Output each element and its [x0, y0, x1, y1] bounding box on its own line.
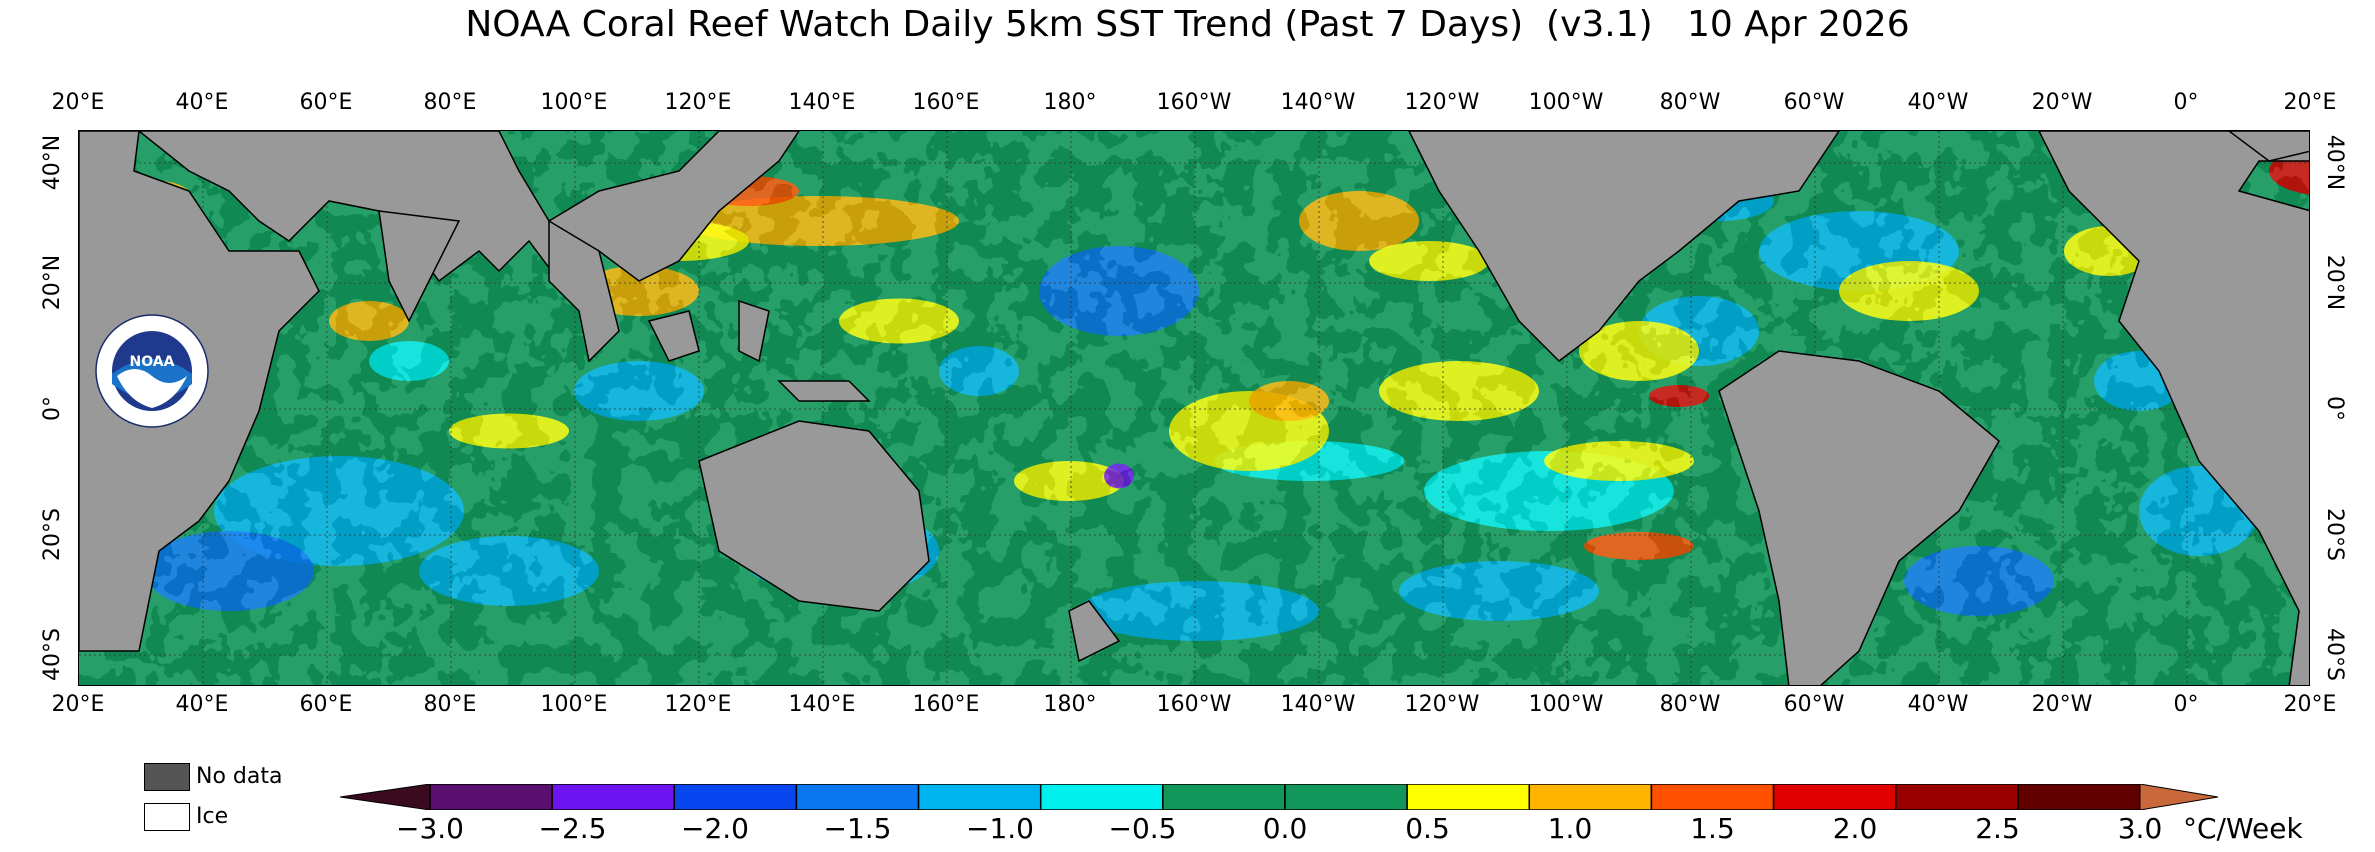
lat-tick-label: 40°S — [2321, 627, 2347, 681]
colorbar-tick-label: 0.5 — [1405, 812, 1450, 845]
colorbar-tick-label: −1.5 — [823, 812, 892, 845]
colorbar-tick-label: −0.5 — [1108, 812, 1177, 845]
colorbar-segment — [551, 784, 676, 810]
colorbar-over-arrow — [2139, 784, 2219, 810]
colorbar-segment — [1039, 784, 1164, 810]
lon-tick-label: 0° — [2173, 90, 2199, 115]
lon-tick-label: 20°E — [2283, 692, 2337, 717]
lon-tick-label: 60°E — [299, 692, 353, 717]
lon-tick-label: 80°W — [1659, 692, 1721, 717]
lat-tick-label: 0° — [39, 395, 65, 421]
lon-tick-label: 120°E — [664, 90, 732, 115]
land-mass — [378, 210, 461, 323]
lon-tick-label: 120°E — [664, 692, 732, 717]
lon-tick-label: 20°E — [51, 90, 105, 115]
lon-tick-label: 80°E — [423, 90, 477, 115]
lon-tick-label: 100°E — [540, 90, 608, 115]
sst-trend-map — [78, 130, 2310, 686]
lon-tick-label: 160°E — [912, 692, 980, 717]
land-mass — [698, 420, 930, 612]
lon-tick-label: 80°W — [1659, 90, 1721, 115]
colorbar-segment — [673, 784, 798, 810]
lon-tick-label: 100°W — [1528, 90, 1604, 115]
lon-tick-label: 180° — [1043, 692, 1097, 717]
lon-tick-label: 100°E — [540, 692, 608, 717]
lon-tick-label: 0° — [2173, 692, 2199, 717]
page-title: NOAA Coral Reef Watch Daily 5km SST Tren… — [465, 4, 1910, 45]
colorbar-segment — [1162, 784, 1286, 810]
lon-tick-label: 140°W — [1280, 90, 1356, 115]
colorbar-segment — [429, 784, 553, 810]
lon-tick-label: 40°W — [1907, 90, 1969, 115]
colorbar-tick-label: 3.0 — [2117, 812, 2163, 845]
colorbar-segment — [1284, 784, 1408, 810]
colorbar-segment — [2017, 784, 2141, 810]
land-mass — [1718, 350, 2000, 685]
lon-tick-label: 180° — [1043, 90, 1097, 115]
colorbar-segment — [795, 784, 920, 810]
land-mass — [647, 310, 700, 362]
land-mass — [777, 380, 871, 402]
lon-tick-label: 60°W — [1783, 692, 1845, 717]
lon-tick-label: 160°W — [1156, 692, 1232, 717]
colorbar-tick-label: 0.0 — [1262, 812, 1308, 845]
colorbar-tick-label: −1.0 — [966, 812, 1034, 845]
colorbar-tick-label: −2.5 — [538, 812, 607, 845]
land-mass — [2038, 131, 2309, 685]
lat-tick-label: 20°S — [2321, 507, 2347, 561]
colorbar-tick-label: 2.5 — [1975, 812, 2020, 845]
lat-tick-label: 40°N — [2321, 134, 2347, 190]
lon-tick-label: 100°W — [1528, 692, 1604, 717]
colorbar-tick-label: 2.0 — [1832, 812, 1878, 845]
land-mass — [1068, 600, 1121, 663]
lon-tick-label: 120°W — [1404, 90, 1480, 115]
lon-tick-label: 120°W — [1404, 692, 1480, 717]
lon-tick-label: 140°W — [1280, 692, 1356, 717]
land-mass — [2227, 131, 2309, 162]
lat-tick-label: 20°N — [39, 254, 65, 310]
colorbar-segment — [917, 784, 1042, 810]
land-mass — [548, 219, 620, 363]
lon-tick-label: 20°W — [2031, 90, 2093, 115]
land-mass — [1408, 131, 1840, 362]
colorbar-segment — [1650, 784, 1775, 810]
no-data-label: No data — [196, 764, 283, 789]
lon-tick-label: 40°W — [1907, 692, 1969, 717]
colorbar-tick-label: 1.5 — [1690, 812, 1735, 845]
lon-tick-label: 40°E — [175, 90, 229, 115]
colorbar-tick-label: −2.0 — [681, 812, 749, 845]
lat-tick-label: 20°S — [39, 507, 65, 561]
lat-tick-label: 0° — [2321, 395, 2347, 421]
lon-tick-label: 160°E — [912, 90, 980, 115]
svg-text:NOAA: NOAA — [130, 354, 175, 370]
no-data-swatch — [144, 763, 190, 791]
noaa-logo: NOAA — [95, 314, 209, 428]
lon-tick-label: 140°E — [788, 692, 856, 717]
land-masses — [79, 131, 2309, 685]
ice-swatch — [144, 803, 190, 831]
colorbar-under-arrow — [340, 784, 431, 810]
colorbar-segment — [1406, 784, 1531, 810]
ice-label: Ice — [196, 804, 229, 829]
colorbar-units: °C/Week — [2183, 812, 2303, 845]
lon-tick-label: 40°E — [175, 692, 229, 717]
lon-tick-label: 140°E — [788, 90, 856, 115]
lat-tick-label: 40°N — [39, 134, 65, 190]
lon-tick-label: 160°W — [1156, 90, 1232, 115]
lon-tick-label: 20°E — [51, 692, 105, 717]
colorbar-segment — [1528, 784, 1653, 810]
lat-tick-label: 20°N — [2321, 254, 2347, 310]
colorbar-segment — [1772, 784, 1897, 810]
colorbar-tick-label: −3.0 — [396, 812, 464, 845]
colorbar-tick-label: 1.0 — [1547, 812, 1593, 845]
lat-tick-label: 40°S — [39, 627, 65, 681]
land-mass — [738, 299, 770, 363]
lon-tick-label: 20°E — [2283, 90, 2337, 115]
lon-tick-label: 20°W — [2031, 692, 2093, 717]
colorbar — [340, 784, 2219, 810]
lon-tick-label: 60°E — [299, 90, 353, 115]
lon-tick-label: 80°E — [423, 692, 477, 717]
colorbar-segment — [1894, 784, 2019, 810]
lon-tick-label: 60°W — [1783, 90, 1845, 115]
